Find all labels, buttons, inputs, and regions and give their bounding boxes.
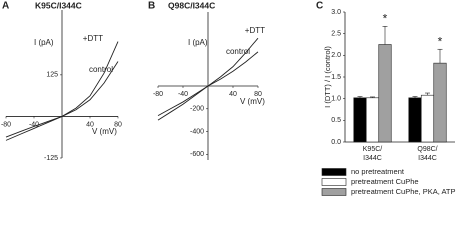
panel-title: Q98C/I344C bbox=[168, 0, 215, 10]
x-tick-label: -80 bbox=[153, 91, 163, 98]
y-tick-label: 3.0 bbox=[331, 9, 341, 16]
legend-label: pretreatment CuPhe, PKA, ATP bbox=[351, 187, 456, 196]
x-tick-label: -80 bbox=[1, 121, 11, 128]
x-tick-label: Q98C/ I344C bbox=[417, 146, 438, 162]
x-tick-label: K95C/ I344C bbox=[362, 146, 383, 162]
legend-swatch bbox=[321, 178, 347, 186]
bar bbox=[408, 97, 422, 143]
y-tick-label: 1.5 bbox=[331, 74, 341, 81]
panel-label: A bbox=[2, 1, 9, 12]
y-tick-label: 125 bbox=[46, 72, 58, 79]
y-tick-label: -200 bbox=[190, 106, 204, 113]
y-axis-label: I (pA) bbox=[188, 38, 208, 47]
x-tick-label: 40 bbox=[229, 91, 237, 98]
x-tick-label: -40 bbox=[178, 91, 188, 98]
trace-label: +DTT bbox=[245, 26, 265, 35]
x-tick-label: 40 bbox=[86, 121, 94, 128]
trace-label: +DTT bbox=[83, 34, 103, 43]
x-tick-label: 80 bbox=[114, 121, 122, 128]
y-axis-label: I (DTT) / I (control) bbox=[323, 46, 332, 108]
panel-label: B bbox=[148, 1, 155, 12]
legend-label: pretreatment CuPhe bbox=[351, 177, 419, 186]
x-axis-label: V (mV) bbox=[240, 97, 265, 106]
y-axis-label: I (pA) bbox=[34, 38, 54, 47]
bar bbox=[420, 94, 435, 143]
significance-mark: * bbox=[383, 11, 388, 25]
figure: A -80 -40 40 80 -125 125 +DTT control K95C/I344C I… bbox=[1, 0, 456, 196]
y-tick-label: -600 bbox=[190, 151, 204, 158]
panel-title: K95C/I344C bbox=[35, 0, 82, 10]
trace-label: control bbox=[226, 47, 250, 56]
y-tick-label: -400 bbox=[190, 128, 204, 135]
chart: A -80 -40 40 80 -125 125 +DTT control K95C/I344C I… bbox=[1, 0, 456, 196]
y-tick-label: 2.5 bbox=[331, 31, 341, 38]
panel-label: C bbox=[316, 1, 323, 12]
bar bbox=[353, 97, 367, 143]
y-tick-label: -125 bbox=[44, 155, 58, 162]
bar bbox=[378, 44, 392, 143]
y-tick-label: 2.0 bbox=[331, 52, 341, 59]
x-tick-label: 80 bbox=[254, 91, 262, 98]
y-tick-label: 0.5 bbox=[331, 117, 341, 124]
legend-swatch bbox=[321, 188, 347, 196]
bar bbox=[365, 97, 380, 143]
y-tick-label: 0.0 bbox=[331, 139, 341, 146]
y-tick-label: 1.0 bbox=[331, 96, 341, 103]
bar bbox=[433, 62, 447, 143]
trace-label: control bbox=[89, 65, 113, 74]
legend-label: no pretreatment bbox=[351, 167, 405, 176]
legend-swatch bbox=[321, 168, 347, 176]
x-axis-label: V (mV) bbox=[92, 127, 117, 136]
current-trace bbox=[157, 51, 259, 116]
x-tick-label: -40 bbox=[29, 121, 39, 128]
significance-mark: * bbox=[438, 34, 443, 48]
current-trace bbox=[5, 61, 119, 138]
